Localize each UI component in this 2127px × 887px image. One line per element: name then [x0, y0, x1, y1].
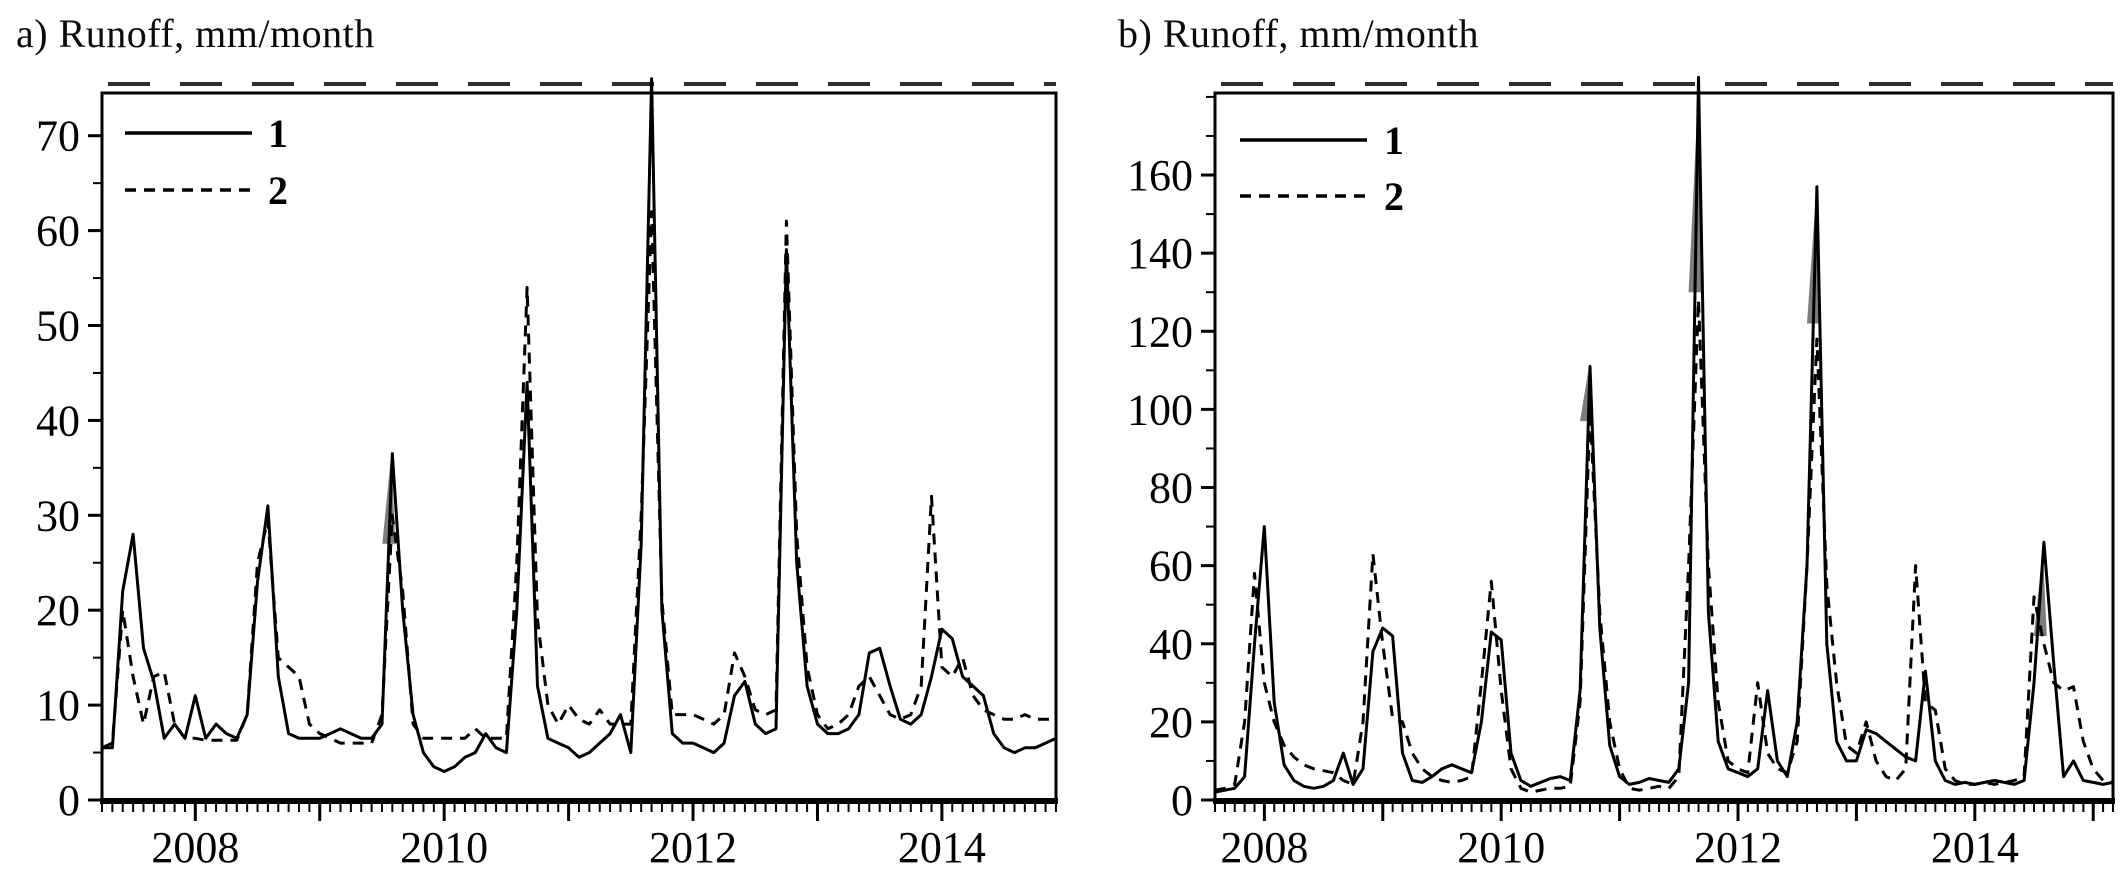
y-tick-label: 30: [36, 491, 80, 540]
chart-a-frame: [100, 91, 1058, 802]
y-tick-label: 50: [36, 302, 80, 351]
legend-label-2: 2: [268, 168, 288, 213]
chart-b-series-1-line: [1214, 75, 2114, 794]
chart-b-series-2-line: [1214, 298, 2114, 794]
y-tick-label: 60: [1149, 542, 1193, 591]
x-tick-label: 2014: [898, 823, 986, 872]
x-tick-label: 2014: [1931, 823, 2019, 872]
chart-b-title: b) Runoff, mm/month: [1118, 11, 1479, 56]
y-tick-label: 140: [1127, 229, 1193, 278]
y-tick-label: 0: [1171, 776, 1193, 825]
legend-label-2: 2: [1384, 174, 1404, 219]
y-tick-label: 100: [1127, 385, 1193, 434]
legend-label-1: 1: [268, 111, 288, 156]
x-tick-label: 2010: [1457, 823, 1545, 872]
chart-a-title: a) Runoff, mm/month: [16, 11, 375, 56]
y-tick-label: 10: [36, 681, 80, 730]
y-tick-label: 40: [36, 396, 80, 445]
x-tick-label: 2008: [1220, 823, 1308, 872]
x-tick-label: 2008: [151, 823, 239, 872]
y-tick-label: 0: [58, 776, 80, 825]
y-tick-label: 20: [36, 586, 80, 635]
y-tick-label: 70: [36, 112, 80, 161]
y-tick-label: 80: [1149, 464, 1193, 513]
y-tick-label: 60: [36, 207, 80, 256]
x-tick-label: 2012: [1694, 823, 1782, 872]
y-tick-label: 120: [1127, 307, 1193, 356]
chart-a-series-2-line: [101, 210, 1056, 750]
chart-b-frame: [1213, 91, 2115, 802]
y-tick-label: 160: [1127, 151, 1193, 200]
x-tick-label: 2010: [400, 823, 488, 872]
chart-a-series-1-line: [102, 77, 1057, 773]
x-tick-label: 2012: [649, 823, 737, 872]
legend-label-1: 1: [1384, 118, 1404, 163]
y-tick-label: 40: [1149, 620, 1193, 669]
y-tick-label: 20: [1149, 698, 1193, 747]
